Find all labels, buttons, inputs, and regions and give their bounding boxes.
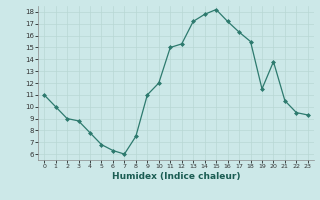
X-axis label: Humidex (Indice chaleur): Humidex (Indice chaleur) <box>112 172 240 181</box>
